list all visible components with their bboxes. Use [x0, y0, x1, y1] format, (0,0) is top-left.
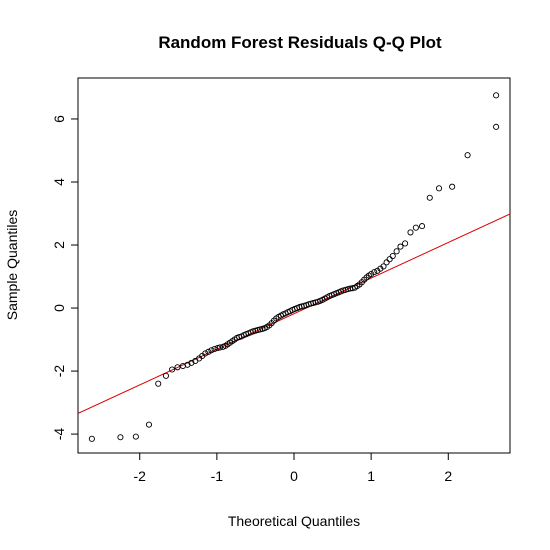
x-axis: -2 -1 0 1 2: [133, 453, 452, 484]
data-point: [386, 256, 393, 263]
y-axis-label: Sample Quantiles: [4, 210, 20, 321]
data-point: [208, 347, 215, 354]
data-point: [389, 252, 396, 260]
y-tick-label: 2: [51, 241, 67, 249]
data-point: [419, 223, 426, 230]
y-axis: -4 -2 0 2 4 6: [51, 115, 78, 440]
plot-frame: [77, 77, 511, 454]
data-point: [393, 248, 400, 255]
data-point: [380, 263, 387, 270]
x-tick-label: -1: [211, 468, 224, 484]
data-point: [412, 224, 419, 231]
data-point: [493, 123, 500, 130]
data-point: [202, 350, 209, 357]
y-tick-label: -2: [51, 365, 67, 378]
y-tick-label: 6: [51, 115, 67, 123]
x-axis-label: Theoretical Quantiles: [228, 513, 360, 529]
qq-reference-line: [78, 213, 510, 414]
data-point: [155, 380, 162, 387]
data-point: [132, 433, 139, 440]
data-point: [402, 240, 409, 247]
data-point: [88, 435, 95, 442]
data-point: [368, 270, 375, 278]
data-point: [493, 92, 500, 99]
data-point: [174, 364, 181, 371]
data-point: [397, 243, 404, 250]
qq-reference-line-group: [78, 213, 510, 414]
data-point: [162, 372, 169, 379]
data-point: [117, 434, 124, 441]
x-tick-label: 2: [444, 468, 452, 484]
data-point: [216, 344, 223, 351]
data-point: [449, 183, 456, 190]
data-point: [435, 185, 443, 192]
data-point: [169, 366, 176, 373]
y-tick-label: 0: [51, 304, 67, 312]
y-tick-label: -4: [51, 428, 67, 441]
x-tick-label: 0: [290, 468, 298, 484]
data-point: [371, 269, 378, 276]
x-tick-label: 1: [367, 468, 375, 484]
data-point: [205, 348, 212, 355]
data-point: [464, 152, 471, 159]
data-point: [383, 259, 390, 266]
y-tick-label: 4: [51, 178, 67, 186]
data-point: [211, 345, 218, 353]
data-point: [426, 194, 433, 201]
x-tick-label: -2: [133, 468, 146, 484]
data-point: [145, 421, 153, 428]
chart-title: Random Forest Residuals Q-Q Plot: [158, 33, 442, 52]
data-point: [407, 229, 414, 236]
data-points: [88, 92, 500, 442]
